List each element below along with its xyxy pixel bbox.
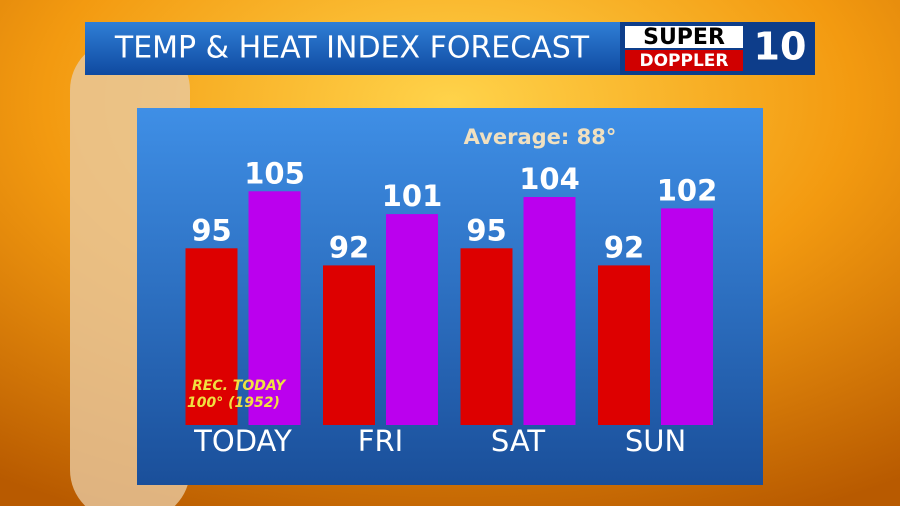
- x-tick-label: FRI: [358, 424, 403, 458]
- value-label: 101: [382, 179, 443, 213]
- annotation: Average: 88°: [464, 125, 617, 149]
- bar: [598, 265, 650, 425]
- logo-bottom: DOPPLER: [639, 51, 728, 71]
- bar: [323, 265, 375, 425]
- x-tick-label: SAT: [491, 424, 546, 458]
- logo-bottom-bg: [625, 50, 743, 71]
- bar: [523, 197, 576, 425]
- bar: [460, 248, 513, 425]
- bar: [661, 208, 713, 425]
- value-label: 104: [519, 162, 580, 196]
- value-label: 102: [657, 173, 718, 207]
- chart-panel: [137, 108, 763, 485]
- value-label: 92: [329, 230, 369, 264]
- title-bar: [85, 22, 620, 75]
- value-label: 95: [191, 213, 231, 247]
- record-label: REC. TODAY: [192, 378, 287, 394]
- bar: [248, 191, 301, 425]
- bar: [386, 214, 438, 425]
- logo-number: 10: [754, 25, 807, 69]
- x-tick-label: TODAY: [193, 424, 292, 458]
- bar: [185, 248, 238, 425]
- record-value: 100° (1952): [187, 395, 280, 411]
- logo-top-bg: [625, 26, 743, 48]
- logo-top: SUPER: [643, 25, 725, 50]
- value-label: 105: [244, 156, 305, 190]
- value-label: 95: [466, 213, 506, 247]
- x-tick-label: SUN: [625, 424, 686, 458]
- value-label: 92: [604, 230, 644, 264]
- chart-title: TEMP & HEAT INDEX FORECAST: [114, 31, 590, 66]
